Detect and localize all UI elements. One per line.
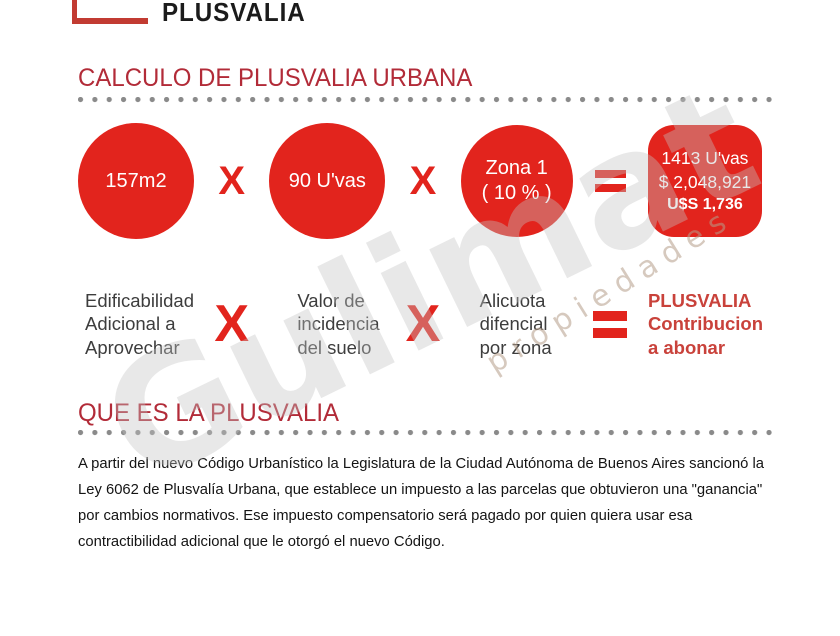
label-alicuota: Alicuota difencial por zona (461, 289, 573, 360)
calc-section-title: CALCULO DE PLUSVALIA URBANA (78, 64, 473, 92)
equals-bar (593, 310, 628, 321)
label-line: Valor de (297, 289, 365, 311)
label-line: del suelo (297, 336, 372, 358)
dotted-divider-about (78, 430, 775, 436)
multiply-icon: X (214, 295, 249, 353)
formula-values-row: 157m2 X 90 U'vas X Zona 1 ( 10 % ) 1413 … (78, 122, 762, 240)
equals-bar (593, 327, 628, 338)
paragraph-line: Ley 6062 de Plusvalía Urbana, que establ… (78, 482, 763, 498)
label-line: Adicional a (85, 313, 176, 335)
label-line: a abonar (647, 336, 726, 358)
multiply-icon: X (405, 295, 441, 353)
about-paragraph: A partir del nuevo Código Urbanístico la… (78, 451, 764, 555)
result-usd: U$S 1,736 (667, 196, 743, 213)
paragraph-line: por cambios normativos. Ese impuesto com… (78, 508, 693, 524)
result-box: 1413 U'vas $ 2,048,921 U$S 1,736 (647, 125, 762, 237)
brand-logo-mark (72, 0, 148, 24)
equals-bar (594, 184, 626, 192)
label-line: incidencia (297, 313, 380, 335)
paragraph-line: A partir del nuevo Código Urbanístico la… (78, 456, 765, 472)
equals-bar (594, 170, 626, 178)
operand-circle-uvas: 90 U'vas (269, 123, 386, 239)
multiply-icon: X (409, 159, 437, 203)
operand-uvas-value: 90 U'vas (288, 169, 366, 192)
operand-area-value: 157m2 (105, 169, 167, 192)
brand-name: PLUSVALIA (162, 0, 306, 27)
operand-circle-area: 157m2 (78, 123, 194, 239)
dotted-divider-top (78, 97, 775, 103)
operand-zona-value-line1: Zona 1 (485, 157, 548, 179)
label-line: Contribucion (647, 313, 764, 335)
operand-zona-value-line2: ( 10 % ) (481, 182, 552, 204)
result-uvas: 1413 U'vas (661, 148, 749, 168)
multiply-icon: X (218, 159, 245, 203)
result-pesos: $ 2,048,921 (658, 172, 752, 192)
label-line: Aprovechar (85, 336, 180, 358)
equals-icon (573, 170, 647, 192)
paragraph-line: contractibilidad adicional que le otorgó… (78, 534, 445, 550)
about-section-title: QUE ES LA PLUSVALIA (78, 399, 340, 427)
label-edificabilidad: Edificabilidad Adicional a Aprovechar (78, 289, 194, 360)
label-line: Alicuota (479, 289, 546, 311)
formula-labels-row: Edificabilidad Adicional a Aprovechar X … (78, 288, 764, 360)
label-plusvalia-result: PLUSVALIA Contribucion a abonar (647, 289, 764, 360)
label-valor-incidencia: Valor de incidencia del suelo (269, 289, 385, 360)
label-line: por zona (479, 336, 552, 358)
label-line: Edificabilidad (85, 289, 195, 311)
label-line: PLUSVALIA (647, 289, 752, 311)
equals-icon (573, 310, 647, 338)
label-line: difencial (479, 313, 548, 335)
operand-circle-zona: Zona 1 ( 10 % ) (460, 125, 573, 237)
